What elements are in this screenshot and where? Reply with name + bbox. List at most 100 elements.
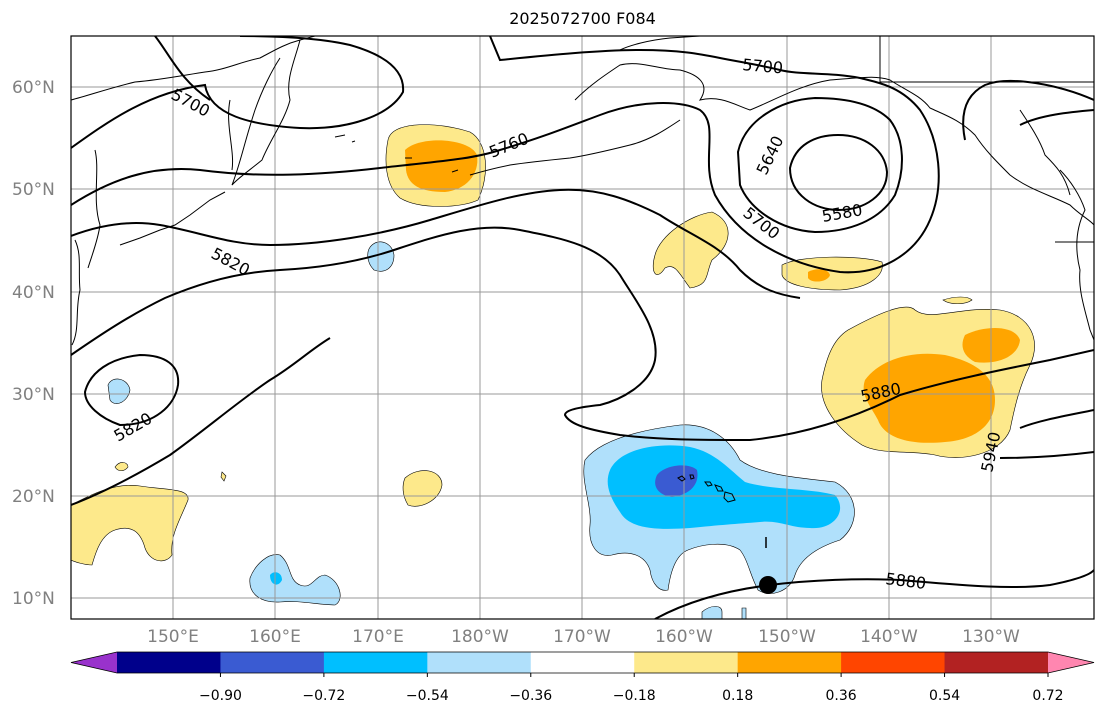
asia-coastline xyxy=(71,36,316,101)
positive-anomaly-core xyxy=(405,140,478,192)
lat-label: 60°N xyxy=(12,78,55,98)
colorbar-tick-label: −0.54 xyxy=(406,688,449,704)
colorbar-tick-label: −0.18 xyxy=(613,688,656,704)
contour-label: 5580 xyxy=(820,200,863,226)
colorbar-segment xyxy=(117,652,221,673)
colorbar-segment xyxy=(634,652,739,673)
colorbar-segment xyxy=(530,652,635,673)
colorbar-outline xyxy=(70,651,1095,674)
negative-anomaly-region xyxy=(741,607,747,619)
lat-label: 40°N xyxy=(12,283,55,303)
colorbar-tick-label: 0.54 xyxy=(929,688,960,704)
map-frame xyxy=(70,35,1095,620)
colorbar-tick-label: −0.90 xyxy=(199,688,242,704)
colorbar-segment xyxy=(841,652,946,673)
kuril-coastline xyxy=(119,191,226,246)
contour-5940-lower xyxy=(999,451,1094,459)
colorbar-extend-min xyxy=(71,652,117,673)
negative-anomaly-region xyxy=(107,378,131,404)
positive-anomaly-region xyxy=(652,211,729,289)
lat-label: 10°N xyxy=(12,589,55,609)
lat-label: 50°N xyxy=(12,180,55,200)
contour-label: 5760 xyxy=(486,129,531,162)
contour-5700 xyxy=(154,36,211,101)
colorbar: −0.90 −0.72 −0.54 −0.36 −0.18 0.18 0.36 0.54 0.7… xyxy=(70,651,1095,704)
colorbar-segment xyxy=(944,652,1049,673)
lon-label: 170°W xyxy=(553,627,611,647)
sakhalin-coastline xyxy=(87,149,101,269)
contour-label: 5640 xyxy=(753,133,788,178)
lon-label: 140°W xyxy=(860,627,918,647)
negative-anomaly-dark xyxy=(655,465,698,497)
contour-5580 xyxy=(788,133,889,212)
coastlines xyxy=(71,36,1094,503)
lon-label: 160°E xyxy=(249,627,301,647)
colorbar-extend-max xyxy=(1048,652,1094,673)
lon-label: 150°E xyxy=(147,627,199,647)
contour-5640 xyxy=(736,96,903,234)
north-america-coastline xyxy=(1059,169,1094,341)
bering-coastline xyxy=(619,36,701,51)
positive-anomaly-core xyxy=(863,353,995,443)
border-line xyxy=(879,36,1094,83)
contour-5700 xyxy=(71,36,405,149)
colorbar-tick-label: −0.72 xyxy=(302,688,345,704)
contour-5820-small xyxy=(83,353,180,427)
negative-anomaly-region xyxy=(701,606,723,619)
contour-5700-inner xyxy=(962,79,1094,141)
lat-label: 20°N xyxy=(12,487,55,507)
island-coastline xyxy=(334,134,459,173)
lon-label: 180°W xyxy=(451,627,509,647)
storm-position-marker xyxy=(759,576,777,594)
positive-anomaly-region xyxy=(402,470,443,507)
contour-label: 5880 xyxy=(885,569,928,593)
negative-anomaly-core xyxy=(270,572,282,585)
negative-anomaly-region xyxy=(367,241,395,272)
japan-coastline xyxy=(71,239,81,346)
contour-label: 5820 xyxy=(208,244,253,280)
kamchatka-coastline xyxy=(228,99,234,171)
contour-label: 5700 xyxy=(740,203,784,243)
colorbar-tick-label: 0.72 xyxy=(1032,688,1063,704)
chart-title: 2025072700 F084 xyxy=(509,9,656,28)
positive-anomaly-region xyxy=(220,471,227,482)
colorbar-tick-label: 0.36 xyxy=(826,688,857,704)
contour-5820 xyxy=(71,188,801,299)
graticule xyxy=(71,36,1094,619)
hawaii-coastline xyxy=(677,474,736,503)
contour-5940 xyxy=(1019,409,1094,429)
lon-label: 130°W xyxy=(962,627,1020,647)
colorbar-tick-label: −0.36 xyxy=(509,688,552,704)
alaska-coastline xyxy=(574,63,1094,226)
contour-5880-left xyxy=(71,337,331,506)
contour-5760-lower xyxy=(1019,109,1094,126)
contour-label: 5820 xyxy=(111,409,156,446)
contour-5760 xyxy=(71,36,940,274)
anomaly-shading xyxy=(71,124,1035,619)
positive-anomaly-region xyxy=(71,484,189,566)
lon-label: 170°E xyxy=(352,627,404,647)
colorbar-tick-label: 0.18 xyxy=(722,688,753,704)
lon-label: 150°W xyxy=(758,627,816,647)
kamchatka-coastline xyxy=(231,39,301,186)
colorbar-segment xyxy=(220,652,325,673)
lon-label: 160°W xyxy=(655,627,713,647)
colorbar-segment xyxy=(427,652,532,673)
positive-anomaly-core xyxy=(808,269,830,282)
longitude-labels: 150°E 160°E 170°E 180°W 170°W 160°W 150°… xyxy=(147,627,1020,647)
lat-label: 30°N xyxy=(12,385,55,405)
positive-anomaly-region xyxy=(942,296,973,305)
latitude-labels: 60°N 50°N 40°N 30°N 20°N 10°N xyxy=(12,78,55,609)
negative-anomaly-region xyxy=(249,554,341,606)
contour-5880-bottom xyxy=(654,569,1094,619)
height-contours xyxy=(71,36,1094,619)
positive-anomaly-region xyxy=(114,462,129,472)
contour-5880 xyxy=(71,226,1094,442)
contour-label: 5700 xyxy=(742,55,784,77)
colorbar-segment xyxy=(737,652,842,673)
negative-anomaly-core xyxy=(607,445,841,529)
canada-coastline xyxy=(1019,109,1071,196)
aleutian-coastline xyxy=(469,119,681,176)
colorbar-segment xyxy=(323,652,428,673)
